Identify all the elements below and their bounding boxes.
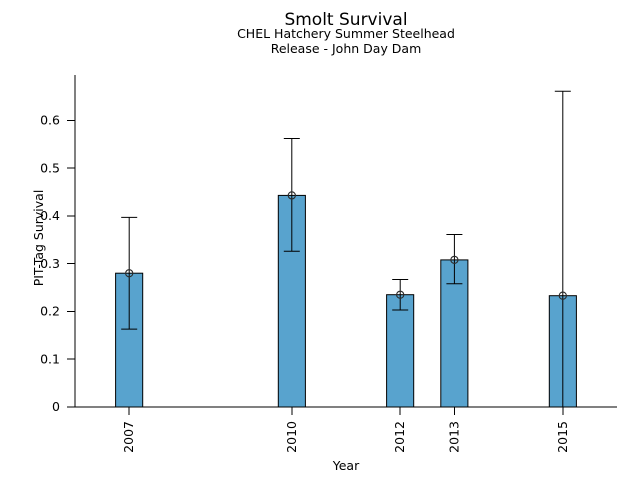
point-marker-2015 bbox=[558, 291, 567, 300]
bar-2012 bbox=[386, 294, 415, 408]
y-tick-label-0.3: 0.3 bbox=[40, 256, 60, 271]
point-marker-2007 bbox=[125, 269, 134, 278]
x-tick-label-2007: 2007 bbox=[121, 421, 136, 453]
x-tick-label-2015: 2015 bbox=[555, 421, 570, 453]
x-tick-label-2013: 2013 bbox=[446, 421, 461, 453]
x-tick-label-2010: 2010 bbox=[284, 421, 299, 453]
y-tick-label-0.1: 0.1 bbox=[40, 351, 60, 366]
y-tick-label-0.5: 0.5 bbox=[40, 160, 60, 175]
chart-title: Smolt Survival bbox=[284, 10, 408, 30]
chart-subtitle-line1: CHEL Hatchery Summer Steelhead bbox=[237, 26, 455, 41]
chart-subtitle-line2: Release - John Day Dam bbox=[270, 41, 422, 56]
y-tick-label-0.4: 0.4 bbox=[40, 208, 60, 223]
y-tick-label-0.2: 0.2 bbox=[40, 304, 60, 319]
y-tick-label-0: 0 bbox=[52, 399, 60, 414]
x-tick-label-2012: 2012 bbox=[392, 421, 407, 453]
y-tick-label-0.6: 0.6 bbox=[40, 113, 60, 128]
point-marker-2012 bbox=[396, 290, 405, 299]
point-marker-2010 bbox=[287, 191, 296, 200]
point-marker-2013 bbox=[450, 255, 459, 265]
x-axis-title: Year bbox=[332, 458, 360, 473]
y-axis-title: PIT-Tag Survival bbox=[31, 189, 47, 287]
